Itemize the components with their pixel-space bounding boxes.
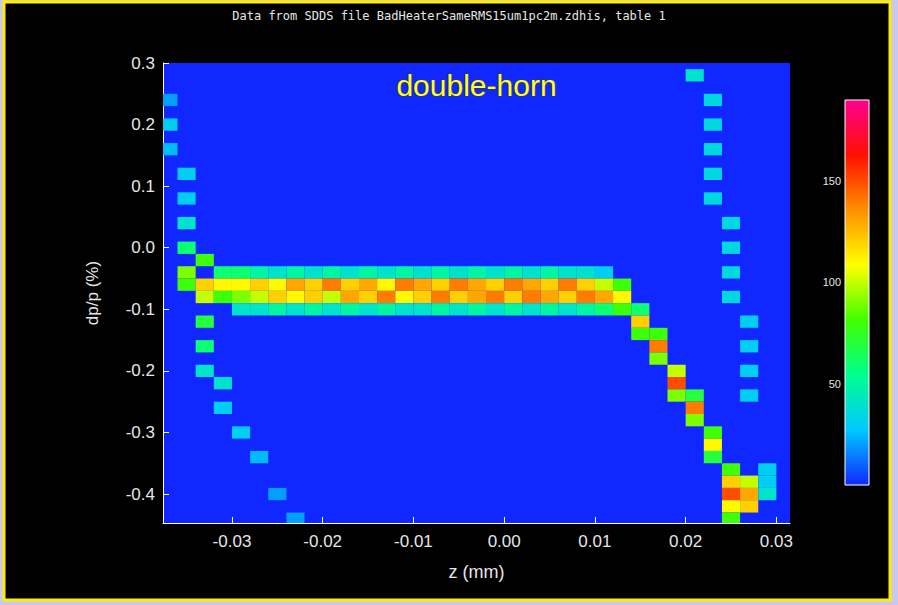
- svg-text:0.00: 0.00: [488, 532, 521, 551]
- svg-text:0.3: 0.3: [131, 54, 155, 73]
- svg-text:-0.02: -0.02: [303, 532, 342, 551]
- svg-text:double-horn: double-horn: [396, 69, 556, 102]
- svg-text:0.03: 0.03: [760, 532, 793, 551]
- svg-text:100: 100: [823, 276, 841, 288]
- svg-text:-0.4: -0.4: [126, 485, 155, 504]
- svg-text:z (mm): z (mm): [449, 562, 505, 582]
- svg-text:0.01: 0.01: [578, 532, 611, 551]
- svg-text:50: 50: [829, 378, 841, 390]
- svg-text:-0.01: -0.01: [394, 532, 433, 551]
- svg-text:Data from SDDS file BadHeaterS: Data from SDDS file BadHeaterSameRMS15um…: [232, 9, 665, 23]
- svg-text:0.02: 0.02: [669, 532, 702, 551]
- svg-text:dp/p (%): dp/p (%): [83, 261, 102, 325]
- svg-text:-0.3: -0.3: [126, 423, 155, 442]
- svg-text:0.1: 0.1: [131, 177, 155, 196]
- svg-text:-0.2: -0.2: [126, 361, 155, 380]
- svg-text:0.0: 0.0: [131, 238, 155, 257]
- svg-text:150: 150: [823, 175, 841, 187]
- svg-text:0.2: 0.2: [131, 115, 155, 134]
- svg-text:-0.1: -0.1: [126, 300, 155, 319]
- svg-text:-0.03: -0.03: [213, 532, 252, 551]
